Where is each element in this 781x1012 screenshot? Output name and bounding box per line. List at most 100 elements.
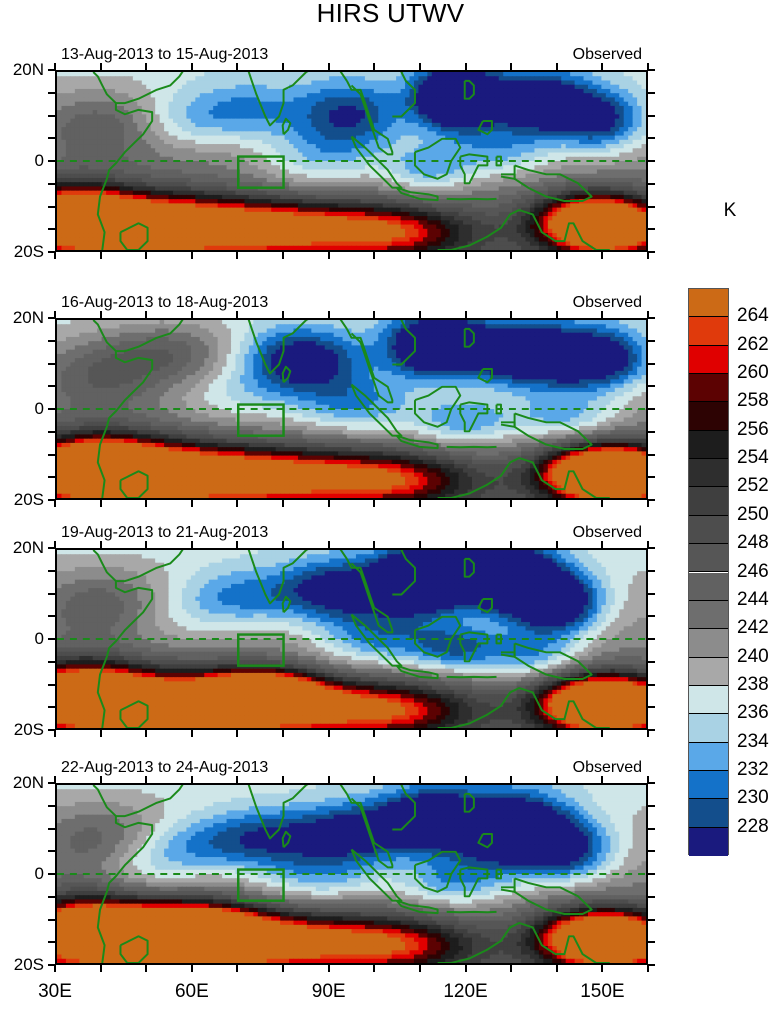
- colorbar-band-4: [689, 402, 728, 431]
- xtick-bottom-30: [54, 252, 56, 259]
- ytick-left-10: [48, 362, 55, 365]
- panel-title-3: 19-Aug-2013 to 21-Aug-2013: [61, 524, 268, 542]
- x-axis-label-60E: 60E: [147, 981, 237, 1003]
- xtick-top-130: [510, 776, 513, 783]
- xtick-top-70: [236, 311, 239, 318]
- panel-title-1: 13-Aug-2013 to 15-Aug-2013: [61, 46, 268, 64]
- ytick-left--20: [48, 499, 55, 501]
- xtick-bottom-60: [190, 252, 193, 259]
- xtick-top-140: [555, 63, 558, 70]
- xtick-bottom-60: [190, 965, 193, 972]
- ytick-right-5: [648, 385, 655, 388]
- xtick-bottom-150: [601, 252, 604, 259]
- xtick-bottom-130: [510, 252, 513, 259]
- xtick-top-130: [510, 541, 513, 548]
- xtick-bottom-120: [464, 965, 467, 972]
- xtick-top-80: [282, 776, 285, 783]
- colorbar-tick-248: 248: [737, 532, 769, 554]
- ytick-right--5: [648, 660, 655, 663]
- ytick-right--20: [648, 729, 655, 731]
- xtick-top-110: [418, 63, 421, 70]
- xtick-top-110: [418, 541, 421, 548]
- y-axis-label-20N: 20N: [0, 308, 44, 328]
- colorbar: [688, 288, 729, 856]
- panel-source-label-1: Observed: [442, 46, 642, 64]
- ytick-left--5: [48, 182, 55, 185]
- xtick-bottom-80: [282, 965, 285, 972]
- xtick-bottom-150: [601, 965, 604, 972]
- x-axis-label-90E: 90E: [284, 981, 374, 1003]
- xtick-top-150: [601, 776, 604, 783]
- ytick-right-5: [648, 850, 655, 853]
- map-panel-1: [55, 70, 648, 252]
- xtick-top-140: [555, 311, 558, 318]
- y-axis-label-20S: 20S: [0, 720, 44, 740]
- ytick-left-15: [48, 569, 55, 572]
- xtick-top-140: [555, 541, 558, 548]
- xtick-bottom-140: [555, 730, 558, 737]
- xtick-bottom-90: [327, 252, 330, 259]
- coastlines: [92, 320, 610, 498]
- xtick-top-140: [555, 776, 558, 783]
- xtick-bottom-70: [236, 252, 239, 259]
- ytick-left--10: [48, 918, 55, 921]
- xtick-bottom-30: [54, 730, 56, 737]
- xtick-top-90: [327, 63, 330, 70]
- xtick-top-50: [145, 776, 148, 783]
- xtick-top-30: [54, 311, 56, 318]
- colorbar-tick-238: 238: [737, 674, 769, 696]
- ytick-right--10: [648, 918, 655, 921]
- xtick-bottom-70: [236, 500, 239, 507]
- xtick-bottom-50: [145, 252, 148, 259]
- ytick-right--10: [648, 205, 655, 208]
- colorbar-tick-234: 234: [737, 731, 769, 753]
- colorbar-band-19: [689, 827, 728, 856]
- ytick-right--15: [648, 706, 655, 709]
- xtick-bottom-90: [327, 965, 330, 972]
- ytick-left-5: [48, 615, 55, 618]
- y-axis-label-20S: 20S: [0, 955, 44, 975]
- ytick-right-20: [648, 317, 655, 319]
- ytick-right--20: [648, 964, 655, 966]
- xtick-top-150: [601, 311, 604, 318]
- colorbar-tick-232: 232: [737, 759, 769, 781]
- y-axis-label-20N: 20N: [0, 538, 44, 558]
- ytick-left--10: [48, 453, 55, 456]
- y-axis-label-20N: 20N: [0, 60, 44, 80]
- xtick-bottom-50: [145, 730, 148, 737]
- xtick-top-70: [236, 541, 239, 548]
- colorbar-band-13: [689, 657, 728, 686]
- ytick-left-0: [48, 408, 55, 410]
- xtick-bottom-70: [236, 965, 239, 972]
- ytick-right--5: [648, 430, 655, 433]
- xtick-bottom-160: [647, 500, 649, 507]
- xtick-bottom-60: [190, 500, 193, 507]
- colorbar-band-11: [689, 600, 728, 630]
- xtick-bottom-140: [555, 500, 558, 507]
- xtick-top-120: [464, 776, 467, 783]
- y-axis-label-0: 0: [0, 399, 44, 419]
- ytick-right--20: [648, 499, 655, 501]
- xtick-top-90: [327, 541, 330, 548]
- contour-field-1: [57, 72, 646, 250]
- xtick-bottom-80: [282, 730, 285, 737]
- colorbar-tick-252: 252: [737, 475, 769, 497]
- page-title: HIRS UTWV: [0, 0, 781, 29]
- xtick-bottom-110: [418, 730, 421, 737]
- x-axis-label-120E: 120E: [421, 981, 511, 1003]
- ytick-right-20: [648, 547, 655, 549]
- colorbar-band-2: [689, 345, 728, 375]
- ytick-left--5: [48, 895, 55, 898]
- contour-field-2: [57, 320, 646, 498]
- xtick-bottom-30: [54, 965, 56, 972]
- ytick-left--15: [48, 228, 55, 231]
- xtick-bottom-160: [647, 730, 649, 737]
- colorbar-band-6: [689, 459, 728, 488]
- xtick-bottom-50: [145, 965, 148, 972]
- xtick-top-70: [236, 776, 239, 783]
- xtick-bottom-160: [647, 252, 649, 259]
- ytick-right-0: [648, 873, 655, 875]
- xtick-top-150: [601, 541, 604, 548]
- xtick-bottom-30: [54, 500, 56, 507]
